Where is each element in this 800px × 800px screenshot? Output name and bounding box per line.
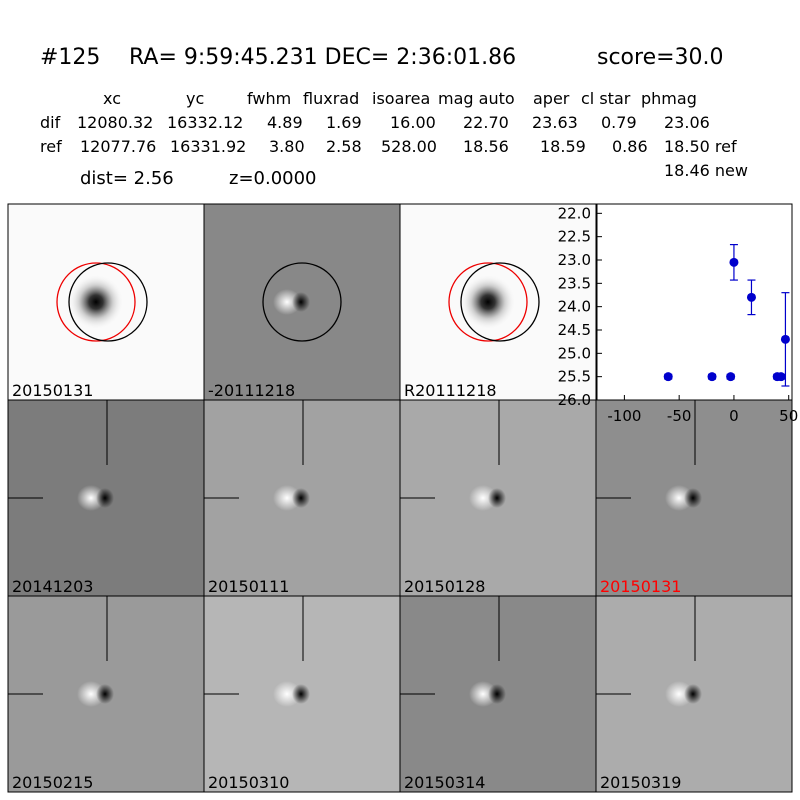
x-tick-label: 50 [779,407,798,425]
x-tick-label: 0 [729,407,739,425]
column-header: fwhm [247,89,291,108]
cell: 18.50 ref [664,137,737,156]
column-header: fluxrad [303,89,359,108]
residual-pos [273,681,301,707]
y-tick-label: 23.0 [558,251,591,269]
cell: 23.63 [532,113,578,132]
residual-neg [292,292,310,312]
column-header: mag auto [438,89,515,108]
column-header: phmag [641,89,697,108]
residual-neg [292,684,310,704]
object-id: #125 [40,45,100,70]
redshift: z=0.0000 [229,168,317,189]
residual-pos [273,485,301,511]
y-tick-label: 26.0 [558,391,591,409]
residual-pos [665,681,693,707]
point [707,372,717,382]
coordinates: RA= 9:59:45.231 DEC= 2:36:01.86 [129,45,516,70]
residual-neg [684,684,702,704]
red-aperture [448,262,528,342]
x-tick-label: -50 [667,407,692,425]
cell: 18.56 [463,137,509,156]
residual-neg [96,684,114,704]
cell: 16332.12 [167,113,243,132]
cell: 2.58 [326,137,362,156]
column-header: cl star [581,89,631,108]
residual-neg [292,488,310,508]
residual-pos [77,485,105,511]
y-tick-label: 24.0 [558,298,591,316]
aperture [68,262,148,342]
stamp-label: 20150131 [600,577,681,596]
column-header: yc [186,89,204,108]
cell: 16331.92 [170,137,246,156]
stamp-label: 20150314 [404,773,485,792]
column-header: xc [103,89,121,108]
x-tick-label: -100 [607,407,641,425]
row-label: dif [40,113,61,132]
y-tick-label: 22.0 [558,204,591,222]
point [776,372,786,382]
stamp-label: 20150128 [404,577,485,596]
stamp-label: 20150111 [208,577,289,596]
residual-neg [488,684,506,704]
y-tick-label: 23.5 [558,274,591,292]
stamp-label: 20150215 [12,773,93,792]
plot-area [596,203,793,401]
source [68,274,124,330]
cell: 22.70 [463,113,509,132]
aperture [460,262,540,342]
score: score=30.0 [597,45,724,70]
stamp-label: R20111218 [404,381,497,400]
cell: 12077.76 [80,137,156,156]
residual-pos [77,681,105,707]
phmag-new: 18.46 new [664,161,748,180]
residual-pos [665,485,693,511]
cell: 12080.32 [77,113,153,132]
cell: 0.79 [601,113,637,132]
row-label: ref [40,137,62,156]
cell: 1.69 [326,113,362,132]
residual-neg [488,488,506,508]
aperture [262,262,342,342]
cell: 4.89 [267,113,303,132]
point [746,292,756,302]
y-tick-label: 24.5 [558,321,591,339]
stamp-label: -20111218 [208,381,295,400]
column-header: aper [533,89,570,108]
column-header: isoarea [372,89,430,108]
source [460,274,516,330]
residual-neg [684,488,702,508]
cell: 16.00 [390,113,436,132]
cell: 3.80 [269,137,305,156]
y-tick-label: 22.5 [558,228,591,246]
point [663,372,673,382]
cell: 528.00 [381,137,437,156]
cell: 18.59 [540,137,586,156]
point [780,334,790,344]
residual-neg [96,488,114,508]
y-tick-label: 25.0 [558,344,591,362]
stamp-label: 20150319 [600,773,681,792]
cell: 0.86 [612,137,648,156]
stamp-label: 20150131 [12,381,93,400]
point [729,257,739,267]
point [726,372,736,382]
residual-pos [469,681,497,707]
residual-pos [273,289,301,315]
red-aperture [56,262,136,342]
y-tick-label: 25.5 [558,368,591,386]
stamp-label: 20141203 [12,577,93,596]
cell: 23.06 [664,113,710,132]
distance: dist= 2.56 [80,168,174,189]
residual-pos [469,485,497,511]
stamp-label: 20150310 [208,773,289,792]
